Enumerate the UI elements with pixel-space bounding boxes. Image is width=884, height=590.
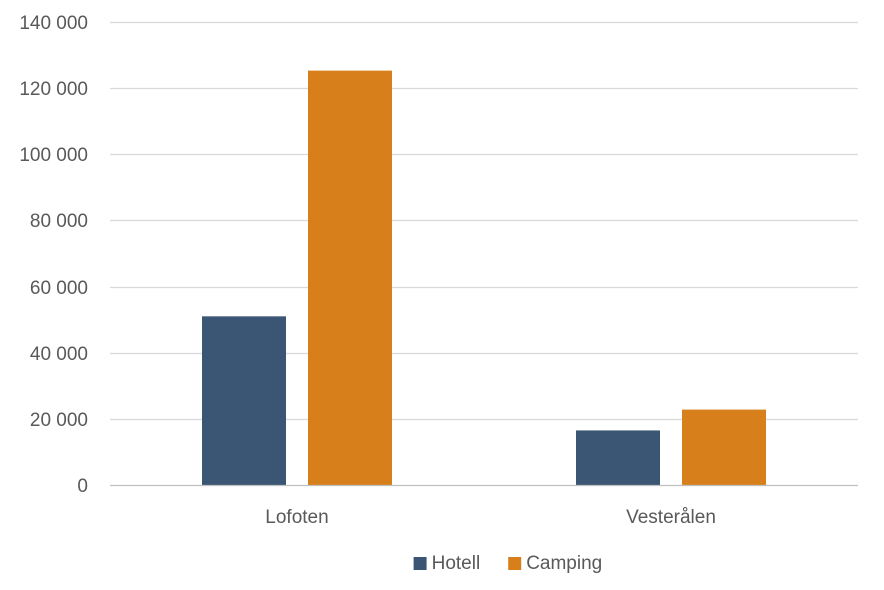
y-tick-label: 0 — [77, 476, 88, 497]
bars — [202, 70, 766, 486]
y-tick-label: 20 000 — [30, 410, 88, 431]
y-tick-label: 140 000 — [19, 13, 88, 34]
legend-swatch-hotell — [413, 557, 427, 570]
legend-label-camping: Camping — [526, 553, 602, 574]
bar-camping-lofoten — [308, 70, 392, 486]
y-tick-label: 40 000 — [30, 344, 88, 365]
y-tick-label: 120 000 — [19, 79, 88, 100]
legend-label-hotell: Hotell — [432, 553, 481, 574]
bar-camping-vesterålen — [682, 409, 766, 485]
bar-hotell-lofoten — [202, 316, 286, 485]
bar-hotell-vesterålen — [576, 430, 660, 485]
y-tick-label: 80 000 — [30, 211, 88, 232]
legend-swatch-camping — [508, 557, 522, 570]
y-tick-label: 60 000 — [30, 278, 88, 299]
x-category-label: Vesterålen — [626, 507, 716, 528]
x-category-label: Lofoten — [265, 507, 328, 528]
y-axis: 0 20 000 40 000 60 000 80 000 100 000 120 000 1… — [19, 13, 88, 497]
y-tick-label: 100 000 — [19, 145, 88, 166]
x-axis: Lofoten Vesterålen — [110, 484, 858, 528]
legend: Hotell Camping — [413, 553, 602, 574]
